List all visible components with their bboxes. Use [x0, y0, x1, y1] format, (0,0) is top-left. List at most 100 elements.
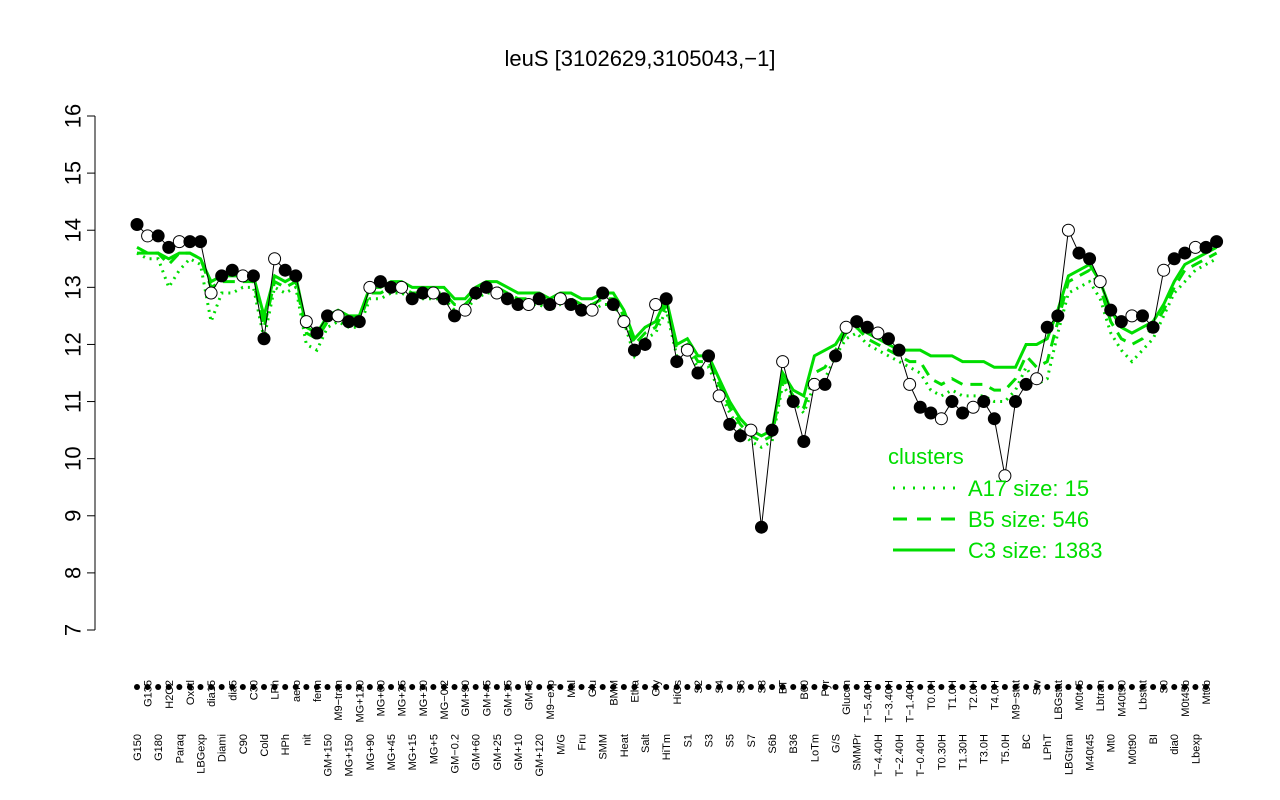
x-tick-marker: [1075, 684, 1082, 690]
x-tick-marker: [853, 684, 860, 690]
data-point: [892, 343, 906, 357]
data-point: [945, 395, 959, 409]
x-tick-marker: [864, 684, 871, 690]
data-point: [712, 389, 726, 403]
data-point: [225, 263, 239, 277]
y-tick-label: 12: [61, 332, 86, 356]
x-tick-marker: [779, 684, 786, 690]
x-tick-label: M9−exp: [545, 680, 557, 719]
data-point: [426, 286, 440, 300]
x-tick-label: MG+120: [354, 680, 366, 723]
data-point: [881, 332, 895, 346]
y-tick-label: 10: [61, 446, 86, 470]
data-point: [405, 292, 419, 306]
y-axis: 7 8 9 10 11 12 13 14 15 16: [61, 104, 96, 636]
x-tick-marker: [885, 684, 892, 690]
x-tick-label: Gly: [651, 680, 663, 697]
x-tick-label: GM+150: [323, 734, 335, 777]
x-tick-marker: [165, 684, 172, 690]
x-tick-label: T4.0H: [989, 680, 1001, 710]
x-tick-marker: [938, 684, 945, 690]
data-point: [913, 400, 927, 414]
x-tick-marker: [790, 684, 797, 690]
x-tick-marker: [673, 684, 680, 690]
x-tick-label: MG+150: [344, 734, 356, 777]
x-tick-label: S4: [714, 680, 726, 693]
data-point: [585, 303, 599, 317]
x-tick-marker: [186, 684, 193, 690]
data-point: [373, 275, 387, 289]
x-tick-marker: [684, 684, 691, 690]
x-tick-label: S1: [682, 734, 694, 747]
x-tick-marker: [218, 684, 225, 690]
x-tick-label: M40t45: [1085, 734, 1097, 771]
data-point: [1083, 252, 1097, 266]
data-point: [1178, 246, 1192, 260]
data-point: [617, 315, 631, 329]
x-tick-marker: [843, 684, 850, 690]
data-point: [268, 252, 282, 266]
x-tick-marker: [716, 684, 723, 690]
x-tick-marker: [1012, 684, 1019, 690]
data-point: [215, 269, 229, 283]
x-tick-marker: [663, 684, 670, 690]
x-tick-label: MG+10: [418, 680, 430, 716]
x-tick-label: GM+120: [534, 734, 546, 777]
x-tick-marker: [1171, 684, 1178, 690]
x-tick-label: G180: [153, 734, 165, 761]
data-point: [765, 423, 779, 437]
x-tick-label: Lbstat: [1137, 680, 1149, 710]
x-tick-label: G135: [143, 680, 155, 707]
data-point: [1072, 246, 1086, 260]
data-point: [331, 309, 345, 323]
data-point: [977, 395, 991, 409]
x-tick-label: LPh: [270, 680, 282, 700]
x-tick-marker: [1160, 684, 1167, 690]
x-tick-label: SMMPr: [852, 734, 864, 771]
x-tick-marker: [1107, 684, 1114, 690]
x-tick-label: ferm: [312, 680, 324, 702]
x-tick-label: S8: [756, 680, 768, 693]
x-tick-marker: [948, 684, 955, 690]
x-tick-label: Glu: [587, 680, 599, 697]
data-point: [956, 406, 970, 420]
x-tick-label: BMM: [608, 680, 620, 706]
x-tick-marker: [726, 684, 733, 690]
x-tick-marker: [927, 684, 934, 690]
x-tick-label: MG+90: [365, 734, 377, 770]
x-tick-label: T−1.40H: [905, 680, 917, 723]
x-tick-label: GM−0.2: [450, 734, 462, 773]
x-tick-marker: [620, 684, 627, 690]
x-tick-marker: [557, 684, 564, 690]
x-tick-label: MG+60: [375, 680, 387, 716]
data-point: [818, 377, 832, 391]
x-tick-label: T−2.40H: [894, 734, 906, 777]
legend-entry: B5 size: 546: [968, 507, 1089, 532]
x-tick-label: nit: [301, 734, 313, 746]
x-tick-marker: [652, 684, 659, 690]
x-tick-label: GM+15: [502, 680, 514, 716]
x-tick-label: Heat: [619, 734, 631, 757]
data-point: [437, 292, 451, 306]
x-tick-label: M0t90: [1127, 734, 1139, 765]
x-tick-marker: [483, 684, 490, 690]
x-tick-label: M0t45b: [1180, 680, 1192, 717]
y-tick-label: 14: [61, 218, 86, 242]
data-point: [1061, 223, 1075, 237]
x-tick-label: dia0: [1169, 734, 1181, 755]
data-point: [553, 292, 567, 306]
x-tick-label: Fru: [577, 734, 589, 751]
data-point: [1135, 309, 1149, 323]
x-tick-marker: [1192, 684, 1199, 690]
x-tick-label: BC: [1021, 734, 1033, 749]
data-point: [448, 309, 462, 323]
x-tick-label: MG+15: [407, 734, 419, 770]
x-tick-marker: [504, 684, 511, 690]
x-tick-marker: [991, 684, 998, 690]
data-point: [1114, 315, 1128, 329]
x-tick-label: M9−tran: [333, 680, 345, 721]
y-tick-label: 15: [61, 161, 86, 185]
legend-entry: A17 size: 15: [968, 476, 1089, 501]
x-tick-label: M/G: [555, 734, 567, 755]
data-point: [903, 377, 917, 391]
